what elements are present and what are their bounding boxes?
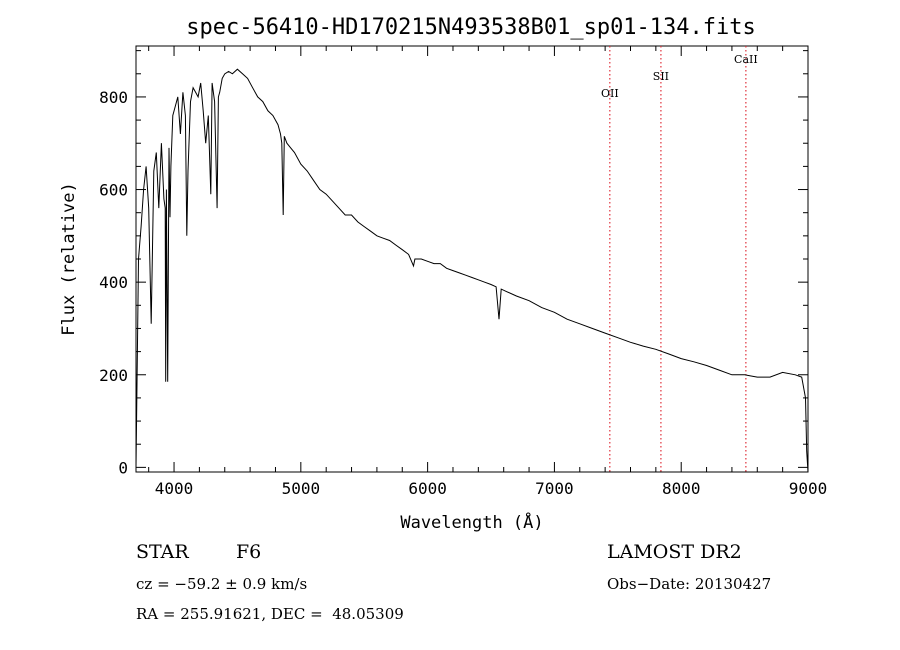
y-tick-label: 800	[99, 88, 128, 107]
x-tick-label: 4000	[155, 479, 194, 498]
spectrum-line	[135, 68, 809, 473]
y-tick-label: 200	[99, 366, 128, 385]
axis-ticks: 4000 5000 6000 7000 8000 9000 0 200 400 600 800	[99, 46, 827, 498]
observation-date: Obs−Date: 20130427	[607, 575, 772, 593]
reference-label-oii: OII	[601, 87, 619, 100]
y-axis-label: Flux (relative)	[59, 182, 79, 336]
x-tick-label: 9000	[789, 479, 828, 498]
survey-name: LAMOST DR2	[607, 541, 742, 563]
x-tick-label: 7000	[535, 479, 574, 498]
y-tick-label: 400	[99, 273, 128, 292]
spectral-subclass: F6	[236, 541, 262, 563]
object-class: STAR	[136, 541, 189, 563]
reference-lines: OII SII CaII	[601, 46, 758, 472]
y-tick-label: 0	[118, 458, 128, 477]
reference-label-caii: CaII	[734, 53, 758, 66]
x-tick-label: 8000	[662, 479, 701, 498]
redshift-info: cz = −59.2 ± 0.9 km/s	[136, 575, 308, 593]
y-tick-label: 600	[99, 181, 128, 200]
plot-frame	[135, 45, 809, 473]
x-tick-label: 5000	[282, 479, 321, 498]
x-tick-label: 6000	[408, 479, 447, 498]
coordinates: RA = 255.91621, DEC = 48.05309	[136, 605, 404, 623]
chart-title: spec-56410-HD170215N493538B01_sp01-134.f…	[186, 15, 756, 40]
reference-label-sii: SII	[653, 70, 669, 83]
x-axis-label: Wavelength (Å)	[400, 511, 543, 533]
